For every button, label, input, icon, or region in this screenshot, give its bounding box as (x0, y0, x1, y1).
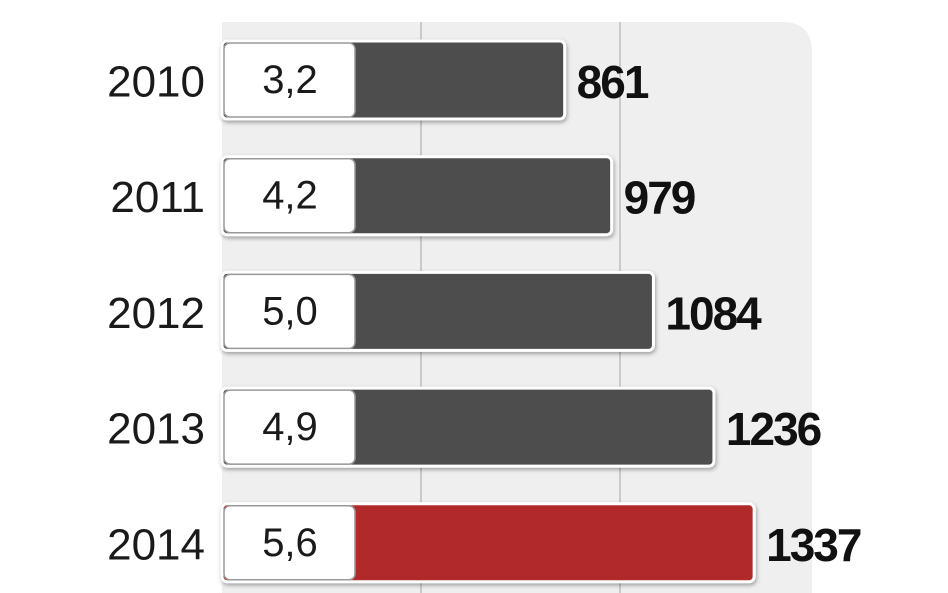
value-label: 861 (577, 56, 649, 108)
value-label: 979 (624, 172, 695, 224)
box-label: 3,2 (262, 58, 318, 102)
label-box (223, 42, 356, 118)
label-box (223, 157, 356, 234)
y-tick-label: 2012 (107, 289, 205, 338)
y-tick-label: 2014 (107, 520, 205, 569)
box-label: 5,0 (262, 289, 318, 333)
box-label: 4,2 (262, 174, 318, 218)
label-box (223, 389, 356, 465)
box-label: 4,9 (262, 405, 318, 449)
y-tick-label: 2013 (107, 405, 205, 454)
y-tick-label: 2011 (110, 173, 205, 222)
y-tick-label: 2010 (107, 58, 205, 107)
value-label: 1236 (726, 403, 821, 455)
value-label: 1337 (766, 519, 861, 571)
label-box (223, 505, 356, 581)
box-label: 5,6 (262, 521, 318, 565)
value-label: 1084 (665, 287, 762, 339)
label-box (223, 273, 356, 350)
